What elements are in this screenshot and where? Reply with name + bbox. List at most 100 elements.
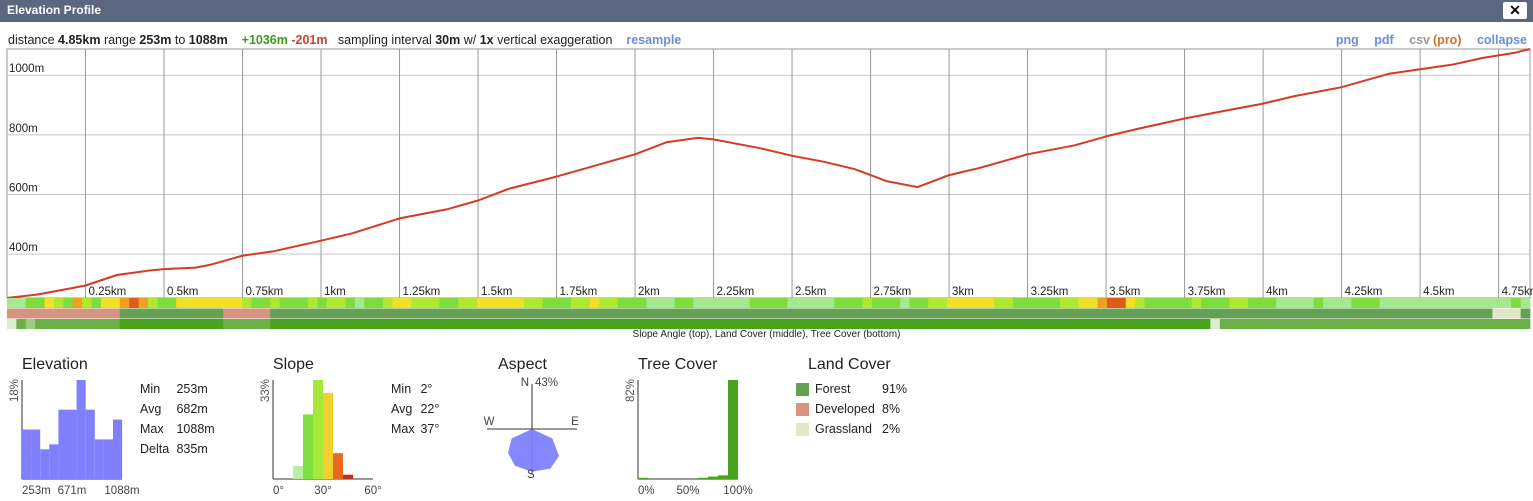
- land-cover-grassland: Grassland 2%: [796, 422, 900, 436]
- y-tick-label: 400m: [9, 242, 38, 254]
- treecover-cell: [336, 319, 346, 329]
- landcover-cell: [937, 308, 948, 319]
- treecover-cell: [815, 319, 826, 329]
- slope-cell: [655, 298, 666, 308]
- slope-cell: [956, 298, 967, 308]
- x-tick-label: 0.75km: [246, 286, 284, 298]
- treecover-cell: [618, 319, 628, 329]
- landcover-cell: [16, 308, 27, 319]
- slope-cell: [63, 298, 74, 308]
- export-actions: png pdf csv (pro) collapse: [1324, 33, 1527, 47]
- stat-value: 37°: [420, 422, 440, 436]
- landcover-cell: [1153, 308, 1164, 319]
- landcover-cell: [157, 308, 168, 319]
- treecover-cell: [1341, 319, 1352, 329]
- stat-label: Max: [391, 422, 415, 436]
- landcover-cell: [636, 308, 647, 319]
- landcover-cell: [796, 308, 807, 319]
- landcover-cell: [1191, 308, 1202, 319]
- landcover-cell: [693, 308, 704, 319]
- slope-cell: [420, 298, 431, 308]
- hist-bar: [313, 380, 323, 479]
- landcover-cell: [1370, 308, 1380, 319]
- landcover-cell: [514, 308, 525, 319]
- slope-cell: [505, 298, 516, 308]
- slope-cell: [486, 298, 497, 308]
- aspect-west: W: [484, 416, 495, 428]
- slope-cell: [392, 298, 403, 308]
- landcover-cell: [777, 308, 788, 319]
- treecover-cell: [1257, 319, 1268, 329]
- slope-cell: [72, 298, 83, 308]
- treecover-cell: [1482, 319, 1493, 329]
- slope-cell: [82, 298, 93, 308]
- treecover-cell: [853, 319, 863, 329]
- treecover-cell: [448, 319, 459, 329]
- slope-cell: [1313, 298, 1324, 308]
- exaggeration-label: vertical exaggeration: [497, 33, 613, 47]
- treecover-cell: [655, 319, 666, 329]
- treecover-cell: [806, 319, 816, 329]
- treecover-cell: [1041, 319, 1051, 329]
- slope-cell: [129, 298, 140, 308]
- slope-cell: [495, 298, 506, 308]
- x-tick-label: 3km: [952, 286, 974, 298]
- treecover-cell: [373, 319, 384, 329]
- collapse-link[interactable]: collapse: [1476, 33, 1527, 47]
- landcover-cell: [1454, 308, 1465, 319]
- close-icon[interactable]: ✕: [1503, 2, 1527, 19]
- treecover-cell: [364, 319, 375, 329]
- treecover-cell: [430, 319, 440, 329]
- slope-histogram: 33% 0° 30° 60°: [260, 379, 382, 497]
- slope-cell: [1426, 298, 1437, 308]
- slope-cell: [373, 298, 384, 308]
- x-tick-label: 4km: [1266, 286, 1288, 298]
- landcover-cell: [1135, 308, 1145, 319]
- slope-cell: [383, 298, 393, 308]
- treecover-cell: [533, 319, 544, 329]
- exaggeration-value: 1x: [479, 33, 494, 47]
- slope-cell: [1285, 298, 1296, 308]
- sampling-interval-value: 30m: [435, 33, 461, 47]
- elevation-stat-min: Min 253m: [140, 379, 215, 399]
- elevation-gain: +1036m: [241, 33, 288, 47]
- slope-cell: [1125, 298, 1136, 308]
- treecover-cell: [702, 319, 713, 329]
- slope-cell: [636, 298, 647, 308]
- slope-cell: [937, 298, 948, 308]
- landcover-cell: [1144, 308, 1155, 319]
- slope-cell: [260, 298, 271, 308]
- treecover-cell: [439, 319, 450, 329]
- slope-cell: [1323, 298, 1333, 308]
- treecover-cell: [1012, 319, 1023, 329]
- csv-link[interactable]: csv: [1409, 33, 1431, 47]
- slope-cell: [251, 298, 262, 308]
- treecover-cell: [994, 319, 1004, 329]
- pro-badge[interactable]: (pro): [1433, 33, 1462, 47]
- slope-cell: [571, 298, 581, 308]
- treecover-cell: [91, 319, 102, 329]
- treecover-cell: [7, 319, 17, 329]
- x-tick-label: 1km: [324, 286, 346, 298]
- landcover-cell: [674, 308, 685, 319]
- slope-cell: [627, 298, 638, 308]
- treecover-cell: [759, 319, 769, 329]
- treecover-cell: [354, 319, 365, 329]
- slope-cell: [119, 298, 130, 308]
- resample-link[interactable]: resample: [626, 33, 682, 47]
- x-tick-label: 1.5km: [481, 286, 512, 298]
- landcover-cell: [1417, 308, 1427, 319]
- slope-cell: [674, 298, 685, 308]
- slope-hist-title: Slope: [273, 356, 314, 373]
- pdf-link[interactable]: pdf: [1374, 33, 1394, 47]
- treecover-cell: [495, 319, 506, 329]
- stat-value: 253m: [176, 382, 208, 396]
- slope-cell: [533, 298, 544, 308]
- slope-cell: [665, 298, 675, 308]
- treecover-cell: [1247, 319, 1258, 329]
- treecover-cell: [975, 319, 986, 329]
- slope-cell: [580, 298, 591, 308]
- treecover-cell: [176, 319, 187, 329]
- hist-bar: [22, 429, 32, 479]
- png-link[interactable]: png: [1335, 33, 1359, 47]
